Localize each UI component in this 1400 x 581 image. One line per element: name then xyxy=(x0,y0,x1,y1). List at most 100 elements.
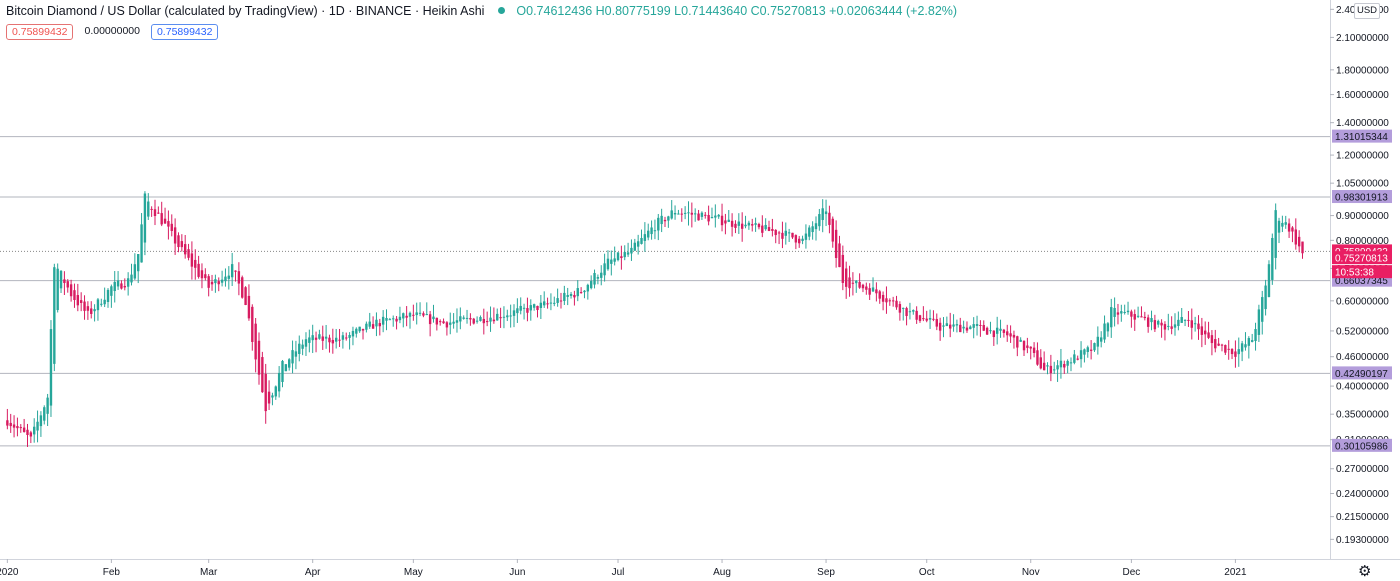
candle-body xyxy=(918,315,922,321)
candle-body xyxy=(1180,317,1183,323)
candle-body xyxy=(59,270,63,289)
candle-body xyxy=(402,313,405,319)
candle-body xyxy=(1244,344,1247,348)
candle-body xyxy=(485,321,489,323)
candle-body xyxy=(787,232,791,234)
candle-body xyxy=(422,313,425,316)
candle-body xyxy=(653,230,657,232)
candle-body xyxy=(6,420,9,426)
candle-body xyxy=(251,306,254,342)
level-label-box xyxy=(1332,190,1392,204)
candle-body xyxy=(740,223,744,229)
candle-body xyxy=(304,339,308,347)
candle-body xyxy=(1204,330,1207,335)
candle-body xyxy=(1170,326,1173,329)
level-lines xyxy=(0,136,1330,447)
candle-body xyxy=(989,330,992,332)
candle-body xyxy=(563,292,566,301)
candle-body xyxy=(1160,322,1163,326)
price-tick-label: 0.80000000 xyxy=(1336,236,1389,247)
candle-body xyxy=(56,268,59,311)
candle-body xyxy=(834,229,838,258)
candle-body xyxy=(1126,310,1130,313)
candle-body xyxy=(177,235,180,248)
candle-body xyxy=(516,308,519,314)
candle-body xyxy=(116,280,120,287)
candle-body xyxy=(106,289,110,302)
candle-body xyxy=(603,263,606,276)
candle-body xyxy=(1240,343,1244,352)
candle-body xyxy=(442,321,445,324)
level-label: 1.31015344 xyxy=(1335,132,1388,143)
candle-body xyxy=(881,294,885,302)
candle-body xyxy=(522,307,526,309)
candle-body xyxy=(173,227,177,244)
candle-body xyxy=(700,212,704,217)
candle-body xyxy=(83,301,86,311)
candle-body xyxy=(636,241,640,247)
time-tick-label: Jun xyxy=(509,567,525,578)
candle-body xyxy=(546,303,549,305)
candle-body xyxy=(271,395,274,398)
candle-body xyxy=(593,272,596,285)
chart-legend[interactable]: Bitcoin Diamond / US Dollar (calculated … xyxy=(6,4,957,18)
candle-body xyxy=(120,283,123,289)
gear-icon[interactable]: ⚙ xyxy=(1358,563,1372,580)
price-boxes: 0.75899432 0.00000000 0.75899432 xyxy=(6,24,219,40)
candle-body xyxy=(482,318,486,324)
time-tick-label: Sep xyxy=(817,567,835,578)
candle-body xyxy=(647,230,650,238)
candle-body xyxy=(1294,229,1298,245)
candle-body xyxy=(318,334,321,339)
spread-value: 0.00000000 xyxy=(79,24,145,40)
candle-body xyxy=(566,295,569,297)
candle-body xyxy=(1056,365,1059,370)
buy-price-box[interactable]: 0.75899432 xyxy=(150,24,219,40)
bar-countdown-label-box xyxy=(1332,265,1392,279)
candle-body xyxy=(86,306,90,311)
candle-body xyxy=(475,320,479,322)
sell-price-box[interactable]: 0.75899432 xyxy=(6,24,74,40)
candle-body xyxy=(1006,331,1009,336)
candle-body xyxy=(1193,323,1197,325)
candle-body xyxy=(301,344,304,349)
candle-body xyxy=(244,287,247,305)
candle-body xyxy=(264,373,267,412)
candle-body xyxy=(1029,346,1032,349)
price-tick-label: 0.35000000 xyxy=(1336,410,1389,421)
candle-body xyxy=(536,305,539,311)
candle-body xyxy=(888,300,892,302)
candle-body xyxy=(126,278,130,287)
time-tick-label: 2020 xyxy=(0,567,19,578)
candle-body xyxy=(1059,360,1063,368)
candle-body xyxy=(103,299,106,305)
candle-body xyxy=(526,308,529,313)
candle-body xyxy=(814,223,818,230)
candle-body xyxy=(100,303,103,305)
candle-body xyxy=(418,312,422,314)
candle-body xyxy=(995,327,999,334)
time-axis[interactable]: 2020 Feb Mar Apr May Jun Jul Aug Sep Oct Nov Dec 202… xyxy=(0,559,1400,578)
level-label-box xyxy=(1332,438,1392,452)
candle-body xyxy=(147,201,150,217)
candle-body xyxy=(1146,317,1150,327)
candle-body xyxy=(140,224,143,263)
candle-body xyxy=(294,351,298,357)
symbol-title[interactable]: Bitcoin Diamond / US Dollar (calculated … xyxy=(6,4,485,18)
candle-body xyxy=(851,282,855,284)
candle-body xyxy=(9,422,12,427)
candle-body xyxy=(922,318,925,320)
currency-button[interactable]: USD xyxy=(1354,3,1380,19)
candle-body xyxy=(153,209,157,217)
candle-body xyxy=(925,318,928,321)
candle-body xyxy=(838,243,841,268)
candle-body xyxy=(633,242,637,251)
candle-body xyxy=(90,308,93,314)
candle-body xyxy=(1271,237,1274,280)
price-tick-label: 1.60000000 xyxy=(1336,90,1389,101)
candle-body xyxy=(871,287,875,292)
candle-body xyxy=(744,224,747,227)
candle-body xyxy=(774,229,777,236)
time-tick-label: Mar xyxy=(200,567,218,578)
